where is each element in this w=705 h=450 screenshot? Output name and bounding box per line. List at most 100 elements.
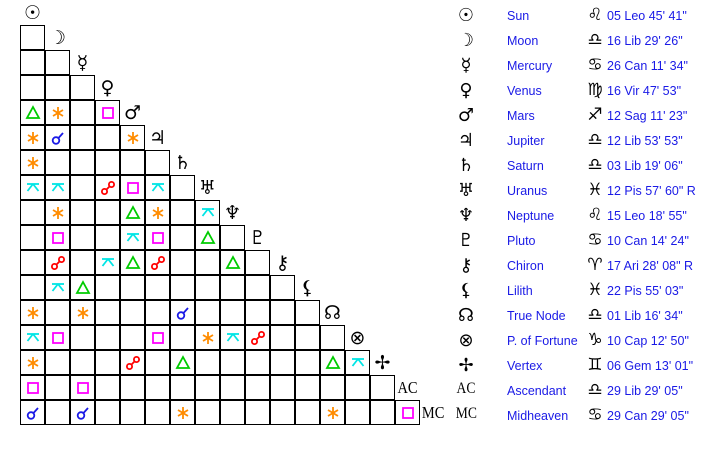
aspect-cell-chiron-jupiter: [144, 249, 170, 275]
aspect-cell-ascendant-venus: [94, 374, 120, 400]
aspect-cell-true-node-neptune: [219, 299, 245, 325]
aspect-cell-vertex-moon: [44, 349, 70, 375]
aspect-cell-midheaven-chiron: [269, 399, 295, 425]
planet-position: 29 Lib 29' 05": [607, 384, 683, 398]
aspect-cell-chiron-saturn: [169, 249, 195, 275]
aspect-cell-uranus-mars: [119, 174, 145, 200]
zodiac-sign-icon: ♋: [587, 55, 603, 75]
aspect-cell-neptune-moon: [44, 199, 70, 225]
aspect-cell-moon-sun: [19, 24, 45, 50]
aspect-cell-ascendant-moon: [44, 374, 70, 400]
aspect-cell-chiron-mercury: [69, 249, 95, 275]
aspect-cell-pluto-venus: [94, 224, 120, 250]
zodiac-sign-icon: ♐: [587, 105, 603, 125]
aspect-cell-vertex-mars: [119, 349, 145, 375]
aspect-cell-pluto-neptune: [219, 224, 245, 250]
square-icon: [101, 106, 114, 119]
aspect-cell-midheaven-neptune: [219, 399, 245, 425]
p-of-fortune-glyph-icon: ⊗: [349, 327, 366, 349]
aspect-grid: ☉ ☽ ☿ ♀ ♂ ♃ ♄ ♅ ♆ ♇ ⚷ ⚸ ☊ ⊗ ✢ AC MC: [19, 3, 445, 425]
quincunx-icon: [26, 182, 39, 192]
venus-icon: ♀: [459, 80, 473, 101]
aspect-cell-ascendant-neptune: [219, 374, 245, 400]
planet-row-mars: ♂ Mars ♐ 12 Sag 11' 23": [450, 100, 705, 126]
trine-icon: [224, 254, 241, 269]
midheaven-icon: MC: [455, 405, 477, 422]
aspect-cell-uranus-moon: [44, 174, 70, 200]
aspect-cell-ascendant-jupiter: [144, 374, 170, 400]
zodiac-sign-icon: ♋: [587, 405, 603, 425]
aspect-cell-ascendant-mercury: [69, 374, 95, 400]
sextile-icon: [52, 206, 63, 219]
quincunx-icon: [151, 182, 164, 192]
aspect-cell-mercury-moon: [44, 49, 70, 75]
aspect-cell-chiron-neptune: [219, 249, 245, 275]
planet-row-lilith: ⚸ Lilith ♓ 22 Pis 55' 03": [450, 275, 705, 301]
planet-row-ascendant: AC Ascendant ♎ 29 Lib 29' 05": [450, 375, 705, 400]
opposition-icon: [150, 255, 165, 270]
planet-name: P. of Fortune: [507, 334, 578, 348]
planet-row-uranus: ♅ Uranus ♓ 12 Pis 57' 60" R: [450, 175, 705, 201]
quincunx-icon: [101, 257, 114, 267]
aspect-cell-jupiter-sun: [19, 124, 45, 150]
aspect-cell-p-of-fortune-chiron: [269, 324, 295, 350]
aspect-cell-true-node-sun: [19, 299, 45, 325]
aspect-cell-chiron-uranus: [194, 249, 220, 275]
venus-glyph-icon: ♀: [100, 77, 115, 99]
aspect-cell-vertex-p-of-fortune: [344, 349, 370, 375]
planet-row-true-node: ☊ True Node ♎ 01 Lib 16' 34": [450, 300, 705, 326]
planet-position: 17 Ari 28' 08" R: [607, 259, 694, 273]
square-icon: [401, 406, 414, 419]
planet-name: Midheaven: [507, 409, 569, 423]
aspect-cell-neptune-saturn: [169, 199, 195, 225]
aspect-cell-uranus-sun: [19, 174, 45, 200]
aspect-cell-midheaven-p-of-fortune: [344, 399, 370, 425]
aspect-cell-midheaven-venus: [94, 399, 120, 425]
aspect-cell-lilith-mars: [119, 274, 145, 300]
aspect-cell-chiron-moon: [44, 249, 70, 275]
aspect-cell-pluto-jupiter: [144, 224, 170, 250]
lilith-icon: ⚸: [459, 280, 473, 301]
aspect-cell-uranus-venus: [94, 174, 120, 200]
true-node-glyph-icon: ☊: [324, 302, 341, 324]
aspect-cell-true-node-uranus: [194, 299, 220, 325]
aspect-cell-chiron-mars: [119, 249, 145, 275]
aspect-cell-chiron-sun: [19, 249, 45, 275]
planet-name: Sun: [507, 9, 530, 23]
aspect-cell-p-of-fortune-saturn: [169, 324, 195, 350]
aspect-cell-jupiter-moon: [44, 124, 70, 150]
planet-position: 12 Lib 53' 53": [607, 134, 683, 148]
aspect-cell-vertex-venus: [94, 349, 120, 375]
aspect-cell-lilith-venus: [94, 274, 120, 300]
aspect-cell-neptune-jupiter: [144, 199, 170, 225]
planet-name: Pluto: [507, 234, 536, 248]
midheaven-glyph-icon: MC: [421, 403, 445, 422]
aspect-cell-jupiter-venus: [94, 124, 120, 150]
aspect-cell-ascendant-true-node: [319, 374, 345, 400]
planet-position: 15 Leo 18' 55": [607, 209, 687, 223]
aspect-cell-p-of-fortune-lilith: [294, 324, 320, 350]
aspect-cell-pluto-sun: [19, 224, 45, 250]
aspect-cell-ascendant-mars: [119, 374, 145, 400]
p-of-fortune-icon: ⊗: [458, 330, 474, 351]
square-icon: [51, 331, 64, 344]
square-icon: [76, 381, 89, 394]
trine-icon: [74, 279, 91, 294]
aspect-cell-vertex-uranus: [194, 349, 220, 375]
planet-row-moon: ☽ Moon ♎ 16 Lib 29' 26": [450, 25, 705, 51]
aspect-cell-chiron-venus: [94, 249, 120, 275]
zodiac-sign-icon: ♎: [587, 155, 603, 175]
planet-position: 12 Sag 11' 23": [607, 109, 688, 123]
aspect-cell-midheaven-lilith: [294, 399, 320, 425]
sextile-icon: [27, 306, 38, 319]
aspect-cell-venus-sun: [19, 74, 45, 100]
zodiac-sign-icon: ♓: [587, 280, 603, 300]
aspect-cell-jupiter-mercury: [69, 124, 95, 150]
aspect-cell-midheaven-mars: [119, 399, 145, 425]
aspect-cell-true-node-jupiter: [144, 299, 170, 325]
aspect-cell-true-node-saturn: [169, 299, 195, 325]
aspect-cell-mars-venus: [94, 99, 120, 125]
planet-position: 01 Lib 16' 34": [607, 309, 683, 323]
planet-name: Mercury: [507, 59, 553, 73]
aspect-cell-lilith-neptune: [219, 274, 245, 300]
